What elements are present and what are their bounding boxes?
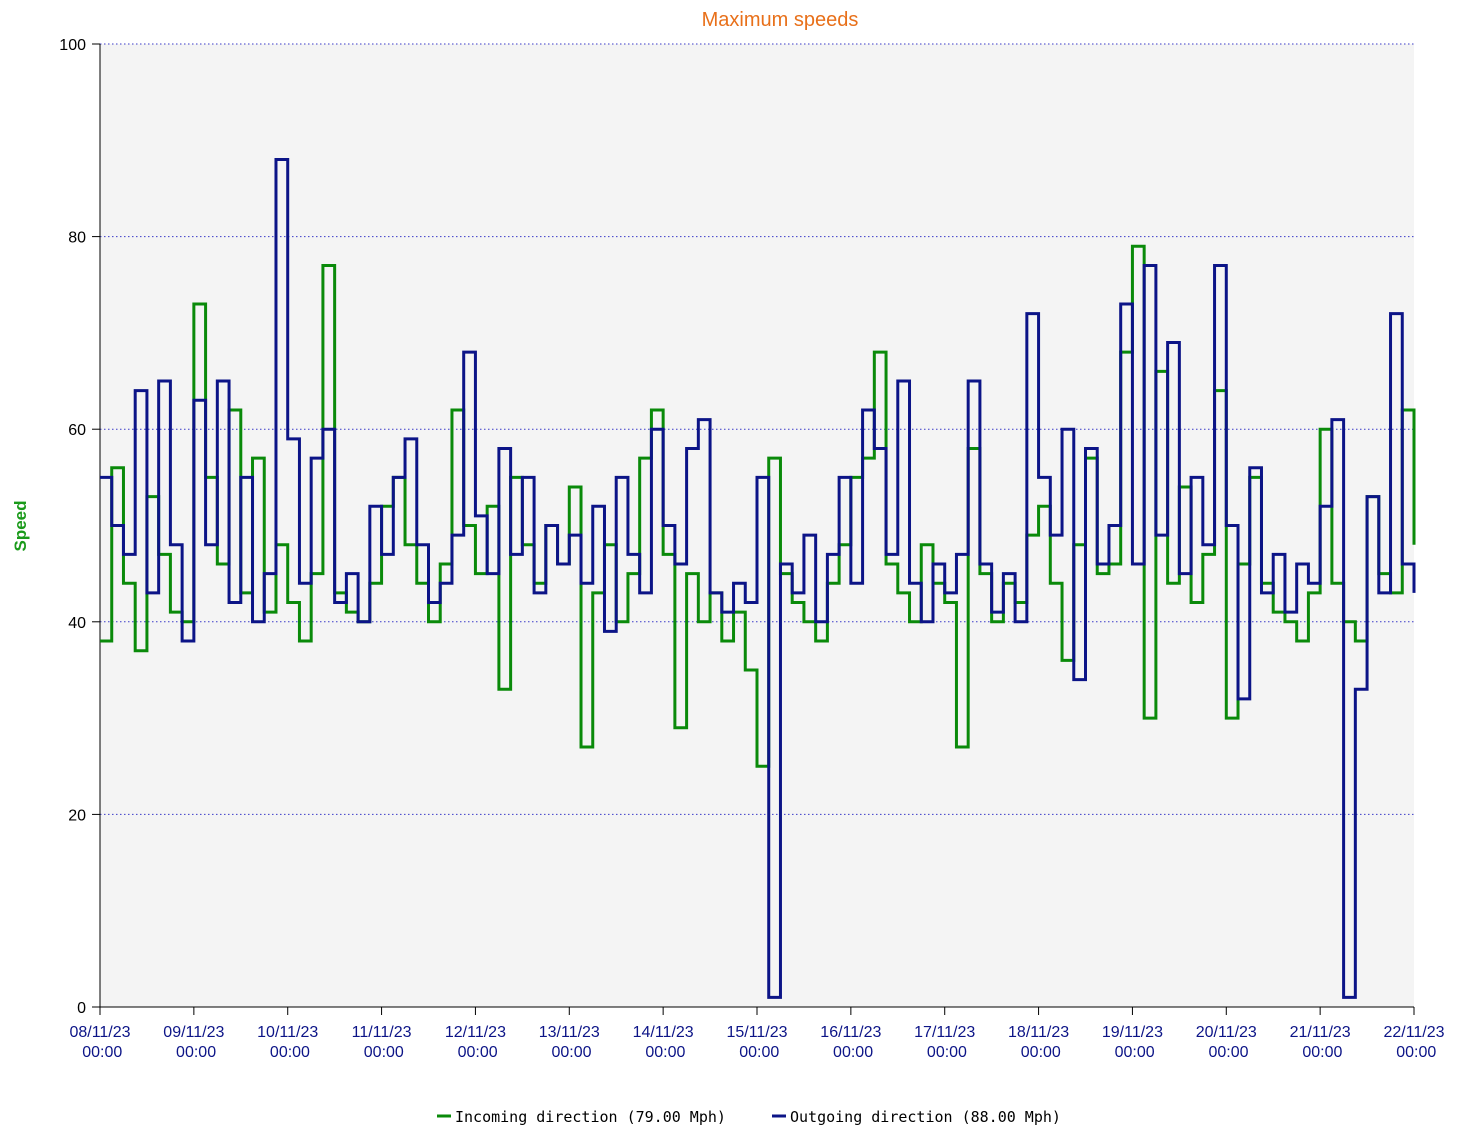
legend-label: Outgoing direction (88.00 Mph) — [790, 1108, 1061, 1126]
y-tick-label: 40 — [68, 615, 86, 632]
x-tick-label: 14/11/23 00:00 — [633, 1024, 694, 1061]
x-tick-label: 08/11/23 00:00 — [69, 1024, 130, 1061]
y-tick-label: 60 — [68, 422, 86, 439]
x-tick-label: 12/11/23 00:00 — [445, 1024, 506, 1061]
y-tick-label: 80 — [68, 230, 86, 247]
chart-title: Maximum speeds — [702, 9, 859, 31]
y-axis-label: Speed — [11, 500, 30, 551]
x-tick-label: 16/11/23 00:00 — [820, 1024, 881, 1061]
x-tick-label: 13/11/23 00:00 — [539, 1024, 600, 1061]
x-tick-label: 22/11/23 00:00 — [1383, 1024, 1444, 1061]
x-tick-label: 21/11/23 00:00 — [1290, 1024, 1351, 1061]
x-tick-label: 20/11/23 00:00 — [1196, 1024, 1257, 1061]
x-tick-label: 11/11/23 00:00 — [352, 1024, 412, 1061]
y-tick-label: 0 — [77, 1000, 86, 1017]
y-tick-label: 20 — [68, 807, 86, 824]
legend-label: Incoming direction (79.00 Mph) — [455, 1108, 726, 1126]
x-tick-label: 09/11/23 00:00 — [163, 1024, 224, 1061]
series-line — [100, 158, 1416, 999]
x-tick-label: 19/11/23 00:00 — [1102, 1024, 1163, 1061]
x-tick-label: 18/11/23 00:00 — [1008, 1024, 1069, 1061]
x-tick-label: 10/11/23 00:00 — [257, 1024, 318, 1061]
x-tick-label: 15/11/23 00:00 — [726, 1024, 787, 1061]
y-tick-label: 100 — [59, 37, 86, 54]
x-tick-label: 17/11/23 00:00 — [914, 1024, 975, 1061]
series-line — [100, 244, 1416, 768]
